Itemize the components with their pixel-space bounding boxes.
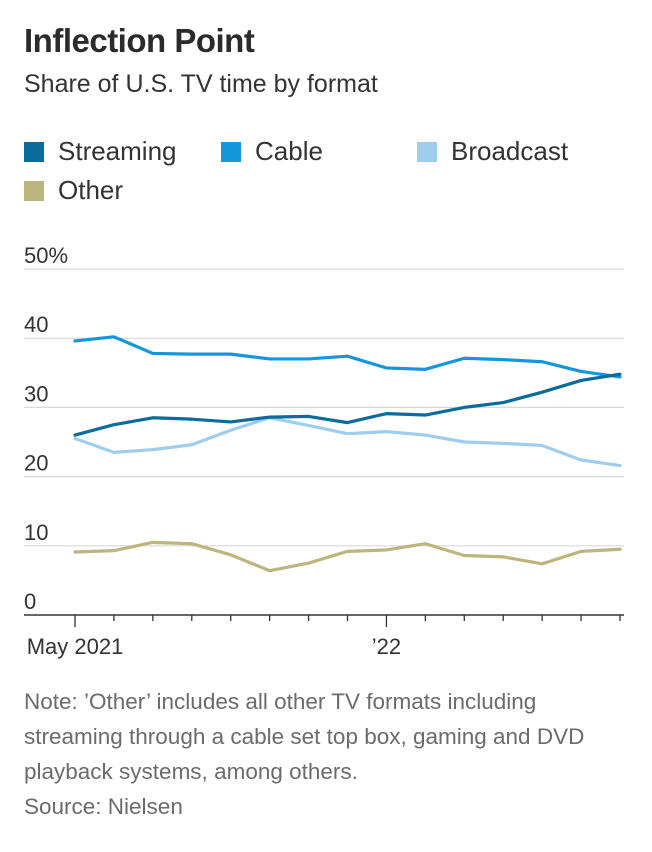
y-axis-labels: 0 10 20 30 40 50% (24, 243, 68, 614)
legend-swatch-streaming (24, 141, 44, 162)
series-line-other (73, 540, 622, 573)
y-tick-label: 50% (24, 243, 68, 268)
legend-item-broadcast: Broadcast (417, 136, 568, 167)
x-tick-label: May 2021 (27, 634, 124, 659)
legend-label-other: Other (58, 175, 124, 205)
y-tick-label: 20 (24, 451, 48, 476)
x-tick-label: ’22 (372, 634, 401, 659)
grid-lines (24, 268, 624, 547)
x-axis: May 2021 ’22 (24, 614, 624, 659)
legend-item-cable: Cable (221, 136, 323, 167)
legend-label-cable: Cable (255, 136, 323, 166)
y-tick-label: 30 (24, 381, 48, 406)
y-tick-label: 40 (24, 312, 48, 337)
chart-subtitle: Share of U.S. TV time by format (24, 70, 378, 98)
legend-label-broadcast: Broadcast (451, 136, 569, 166)
legend-swatch-broadcast (417, 141, 437, 162)
series-line-streaming (73, 372, 622, 437)
chart-note: Note: ’Other’ includes all other TV form… (24, 689, 585, 784)
legend-item-other: Other (24, 175, 123, 206)
series-line-cable (73, 335, 622, 379)
series-lines (73, 335, 622, 573)
legend-swatch-other (24, 180, 44, 201)
chart-title: Inflection Point (24, 22, 255, 59)
chart-source: Source: Nielsen (24, 794, 183, 819)
y-tick-label: 0 (24, 589, 36, 614)
legend-swatch-cable (221, 141, 241, 162)
series-line-broadcast (73, 416, 622, 468)
y-tick-label: 10 (24, 520, 48, 545)
legend-label-streaming: Streaming (58, 136, 177, 166)
legend-item-streaming: Streaming (24, 136, 177, 167)
line-chart: 0 10 20 30 40 50% May 2021 ’22 (24, 243, 624, 659)
